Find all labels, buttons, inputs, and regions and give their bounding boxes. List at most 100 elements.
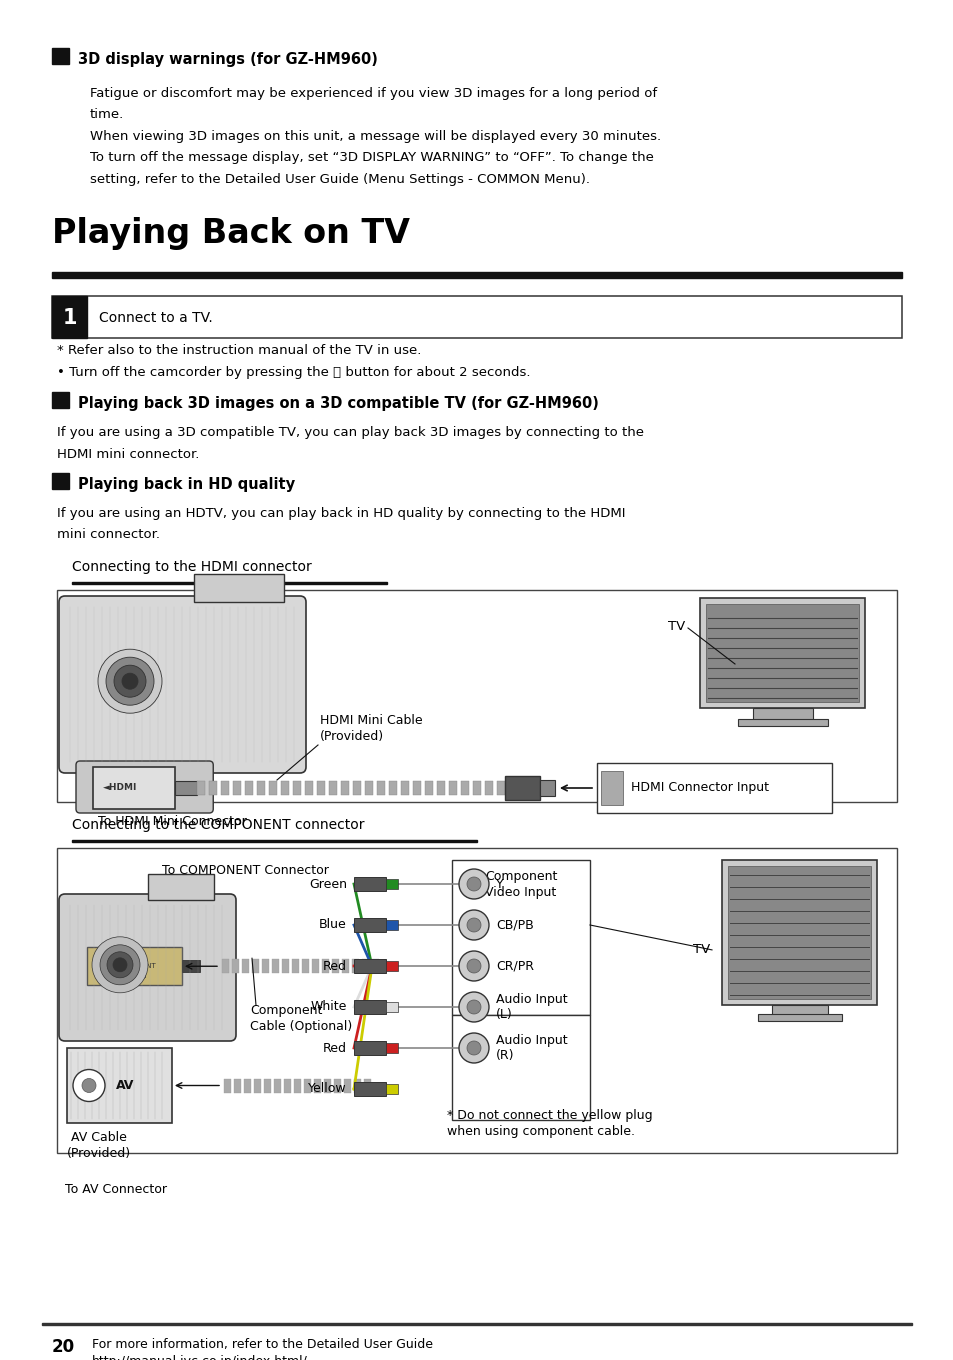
Bar [376, 781, 385, 796]
Text: AV Cable
(Provided): AV Cable (Provided) [67, 1132, 131, 1160]
Bar [284, 1078, 291, 1092]
Bar [497, 781, 504, 796]
Bar [539, 781, 555, 796]
Bar [253, 1078, 261, 1092]
Circle shape [98, 649, 162, 713]
Text: Yellow: Yellow [308, 1083, 347, 1096]
Circle shape [467, 1000, 480, 1015]
Bar [194, 574, 283, 602]
Bar [473, 781, 480, 796]
Bar [340, 781, 349, 796]
Text: Blue: Blue [319, 918, 347, 932]
Text: HDMI Mini Cable
(Provided): HDMI Mini Cable (Provided) [319, 714, 422, 743]
Bar [386, 1043, 397, 1053]
Bar [196, 781, 205, 796]
Bar [436, 781, 444, 796]
Bar [92, 767, 174, 809]
Text: Playing back 3D images on a 3D compatible TV (for GZ-HM960): Playing back 3D images on a 3D compatibl… [77, 396, 598, 411]
Bar [386, 1002, 397, 1012]
Bar [413, 781, 420, 796]
Circle shape [107, 952, 132, 978]
Bar [242, 959, 249, 974]
Bar [727, 866, 870, 1000]
Bar [316, 781, 325, 796]
Text: If you are using a 3D compatible TV, you can play back 3D images by connecting t: If you are using a 3D compatible TV, you… [57, 426, 643, 439]
Circle shape [467, 959, 480, 972]
Text: * Refer also to the instruction manual of the TV in use.: * Refer also to the instruction manual o… [57, 344, 421, 358]
Circle shape [82, 1078, 96, 1092]
Text: Y: Y [496, 877, 503, 891]
Text: Connecting to the HDMI connector: Connecting to the HDMI connector [71, 560, 312, 574]
Bar [353, 781, 360, 796]
Bar [364, 1078, 371, 1092]
Bar [292, 959, 298, 974]
Bar [304, 1078, 311, 1092]
Bar [314, 1078, 320, 1092]
Circle shape [458, 910, 489, 940]
Bar [264, 1078, 271, 1092]
Text: If you are using an HDTV, you can play back in HD quality by connecting to the H: If you are using an HDTV, you can play b… [57, 507, 625, 520]
Bar [705, 604, 858, 702]
Bar [771, 1005, 826, 1015]
Bar [386, 879, 397, 889]
Bar [52, 296, 901, 339]
Text: To HDMI Mini Connector: To HDMI Mini Connector [98, 815, 247, 828]
Bar [272, 959, 278, 974]
Bar [452, 860, 589, 1015]
Bar [389, 781, 396, 796]
Text: CR/PR: CR/PR [496, 960, 534, 972]
Text: Audio Input
(L): Audio Input (L) [496, 993, 567, 1021]
Bar [504, 777, 539, 800]
Bar [322, 959, 329, 974]
Bar [244, 1078, 251, 1092]
Bar [484, 781, 493, 796]
Bar [354, 877, 386, 891]
Text: Green: Green [309, 877, 347, 891]
Text: 3D display warnings (for GZ-HM960): 3D display warnings (for GZ-HM960) [77, 52, 377, 67]
Bar [256, 781, 265, 796]
Text: * Do not connect the yellow plug
when using component cable.: * Do not connect the yellow plug when us… [447, 1108, 652, 1138]
Text: To COMPONENT Connector: To COMPONENT Connector [162, 864, 329, 877]
Circle shape [467, 918, 480, 932]
Bar [386, 962, 397, 971]
Bar [386, 1084, 397, 1093]
Bar [233, 781, 241, 796]
Bar [305, 781, 313, 796]
Bar [52, 392, 69, 408]
Text: AV: AV [115, 1078, 134, 1092]
Circle shape [458, 1034, 489, 1064]
Circle shape [458, 869, 489, 899]
Circle shape [106, 657, 153, 706]
Text: Component
Video Input: Component Video Input [484, 870, 557, 899]
Text: TV: TV [692, 944, 709, 956]
Text: ◄HDMI: ◄HDMI [103, 783, 137, 793]
Circle shape [467, 877, 480, 891]
Bar [757, 1015, 841, 1021]
Text: For more information, refer to the Detailed User Guide
http://manual.jvc.co.jp/i: For more information, refer to the Detai… [91, 1338, 433, 1360]
Bar [460, 781, 469, 796]
Bar [71, 582, 387, 583]
Bar [209, 781, 216, 796]
Bar [332, 959, 338, 974]
Bar [67, 1049, 172, 1123]
Bar [269, 781, 276, 796]
Bar [282, 959, 289, 974]
Bar [737, 719, 826, 726]
Bar [281, 781, 289, 796]
Circle shape [73, 1069, 105, 1102]
Bar [600, 771, 622, 805]
Bar [222, 959, 229, 974]
Bar [293, 781, 301, 796]
Bar [52, 48, 69, 64]
Text: TV: TV [667, 620, 684, 632]
Bar [252, 959, 258, 974]
FancyBboxPatch shape [59, 596, 306, 772]
Bar [386, 919, 397, 930]
Bar [52, 296, 87, 339]
Text: • Turn off the camcorder by pressing the ⏻ button for about 2 seconds.: • Turn off the camcorder by pressing the… [57, 366, 530, 379]
Bar [361, 959, 369, 974]
Circle shape [122, 673, 138, 690]
Bar [449, 781, 456, 796]
Bar [354, 1000, 386, 1015]
Bar [452, 1015, 589, 1121]
